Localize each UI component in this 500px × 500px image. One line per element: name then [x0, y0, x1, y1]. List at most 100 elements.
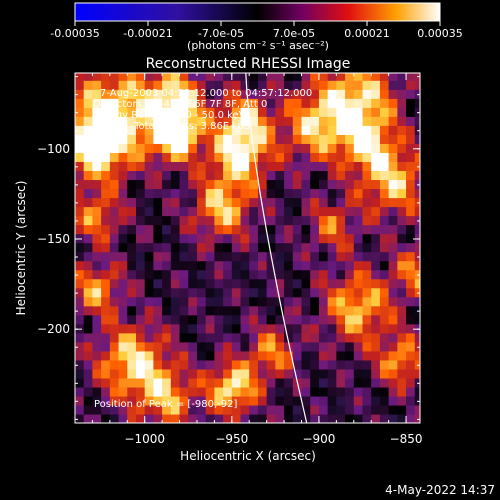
heatmap-cell — [310, 80, 320, 90]
heatmap-cell — [118, 377, 128, 388]
heatmap-cell — [101, 296, 111, 307]
heatmap-cell — [379, 332, 390, 343]
heatmap-cell — [214, 242, 224, 253]
heatmap-cell — [336, 242, 346, 253]
heatmap-cell — [205, 197, 215, 208]
heatmap-cell — [205, 188, 215, 199]
heatmap-cell — [83, 242, 94, 253]
heatmap-cell — [414, 143, 420, 153]
heatmap-cell — [240, 305, 250, 316]
heatmap-cell — [275, 350, 285, 361]
heatmap-cell — [397, 395, 407, 406]
heatmap-cell — [257, 278, 268, 289]
heatmap-cell — [205, 98, 215, 108]
heatmap — [75, 73, 420, 423]
heatmap-cell — [336, 251, 346, 262]
heatmap-cell — [240, 89, 250, 99]
heatmap-cell — [170, 413, 181, 423]
heatmap-cell — [135, 98, 146, 108]
heatmap-cell — [353, 242, 364, 253]
heatmap-cell — [397, 341, 407, 352]
heatmap-cell — [362, 395, 372, 406]
heatmap-cell — [327, 197, 337, 208]
heatmap-cell — [170, 269, 181, 280]
chart-title: Reconstructed RHESSI Image — [146, 56, 351, 72]
heatmap-cell — [170, 395, 181, 406]
heatmap-cell — [109, 73, 120, 81]
heatmap-cell — [240, 404, 250, 415]
heatmap-cell — [240, 296, 250, 307]
heatmap-cell — [266, 179, 276, 190]
heatmap-cell — [240, 152, 250, 163]
heatmap-cell — [109, 134, 120, 144]
heatmap-cell — [83, 368, 94, 379]
heatmap-cell — [388, 296, 398, 307]
heatmap-cell — [379, 152, 390, 163]
heatmap-cell — [284, 287, 294, 298]
heatmap-cell — [379, 395, 390, 406]
heatmap-cell — [92, 116, 102, 126]
heatmap-cell — [214, 152, 224, 163]
heatmap-cell — [196, 386, 207, 397]
heatmap-cell — [231, 188, 242, 199]
heatmap-cell — [101, 179, 111, 190]
heatmap-cell — [101, 107, 111, 117]
heatmap-cell — [257, 413, 268, 423]
plot-frame — [74, 72, 421, 424]
heatmap-cell — [135, 269, 146, 280]
heatmap-cell — [179, 125, 189, 135]
heatmap-cell — [135, 413, 146, 423]
heatmap-cell — [188, 269, 198, 280]
heatmap-cell — [353, 134, 364, 144]
heatmap-cell — [135, 242, 146, 253]
heatmap-cell — [379, 170, 390, 181]
heatmap-cell — [109, 215, 120, 226]
heatmap-cell — [135, 251, 146, 262]
heatmap-cell — [336, 323, 346, 334]
heatmap-cell — [336, 170, 346, 181]
heatmap-cell — [301, 278, 311, 289]
heatmap-cell — [101, 350, 111, 361]
heatmap-cell — [231, 197, 242, 208]
heatmap-cell — [144, 188, 155, 199]
heatmap-cell — [345, 188, 355, 199]
heatmap-cell — [414, 215, 420, 226]
heatmap-cell — [109, 377, 120, 388]
heatmap-cell — [249, 350, 259, 361]
heatmap-cell — [162, 395, 172, 406]
heatmap-cell — [109, 341, 120, 352]
heatmap-cell — [284, 278, 294, 289]
heatmap-cell — [223, 134, 233, 144]
heatmap-cell — [214, 215, 224, 226]
heatmap-cell — [414, 305, 420, 316]
heatmap-cell — [292, 305, 303, 316]
heatmap-cell — [371, 359, 381, 370]
heatmap-cell — [301, 269, 311, 280]
heatmap-cell — [205, 116, 215, 126]
heatmap-cell — [170, 224, 181, 235]
heatmap-cell — [257, 116, 268, 126]
heatmap-cell — [345, 125, 355, 135]
heatmap-cell — [196, 188, 207, 199]
heatmap-cell — [135, 116, 146, 126]
heatmap-cell — [318, 278, 329, 289]
heatmap-cell — [214, 314, 224, 325]
heatmap-cell — [371, 107, 381, 117]
heatmap-cell — [223, 332, 233, 343]
heatmap-cell — [292, 206, 303, 217]
heatmap-cell — [135, 323, 146, 334]
heatmap-cell — [275, 215, 285, 226]
heatmap-cell — [83, 323, 94, 334]
heatmap-cell — [327, 134, 337, 144]
heatmap-cell — [292, 323, 303, 334]
heatmap-cell — [301, 197, 311, 208]
heatmap-cell — [379, 215, 390, 226]
heatmap-cell — [240, 413, 250, 423]
heatmap-cell — [92, 107, 102, 117]
heatmap-cell — [318, 125, 329, 135]
heatmap-cell — [336, 341, 346, 352]
heatmap-cell — [345, 80, 355, 90]
heatmap-cell — [327, 404, 337, 415]
colorbar-tick-label: 0.00035 — [417, 27, 463, 40]
heatmap-cell — [249, 134, 259, 144]
